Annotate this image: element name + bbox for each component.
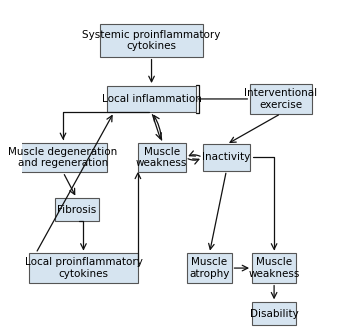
FancyBboxPatch shape (252, 254, 296, 283)
FancyBboxPatch shape (55, 198, 99, 221)
FancyBboxPatch shape (29, 254, 138, 283)
FancyBboxPatch shape (19, 143, 107, 172)
Text: Inactivity: Inactivity (202, 153, 250, 162)
Text: Interventional
exercise: Interventional exercise (244, 88, 317, 110)
Text: Muscle degeneration
and regeneration: Muscle degeneration and regeneration (8, 147, 118, 168)
Text: Fibrosis: Fibrosis (57, 205, 96, 215)
Text: Muscle
weakness: Muscle weakness (248, 257, 300, 279)
FancyBboxPatch shape (100, 24, 203, 57)
FancyBboxPatch shape (250, 84, 312, 113)
Text: Muscle
weakness: Muscle weakness (136, 147, 187, 168)
FancyBboxPatch shape (203, 145, 250, 171)
FancyBboxPatch shape (107, 86, 196, 112)
FancyBboxPatch shape (187, 254, 232, 283)
Text: Systemic proinflammatory
cytokines: Systemic proinflammatory cytokines (82, 30, 221, 51)
FancyBboxPatch shape (138, 143, 186, 172)
FancyBboxPatch shape (252, 302, 296, 325)
Text: Local proinflammatory
cytokines: Local proinflammatory cytokines (24, 257, 142, 279)
Text: Muscle
atrophy: Muscle atrophy (189, 257, 230, 279)
Text: Local inflammation: Local inflammation (102, 94, 201, 104)
Text: Disability: Disability (250, 309, 298, 318)
